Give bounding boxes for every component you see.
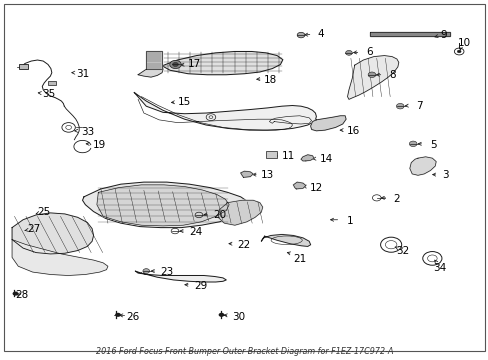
Circle shape xyxy=(367,72,375,77)
Polygon shape xyxy=(369,32,448,36)
Text: 11: 11 xyxy=(282,151,295,161)
Polygon shape xyxy=(12,213,93,254)
Polygon shape xyxy=(218,200,262,225)
Text: 23: 23 xyxy=(160,267,173,277)
Text: 27: 27 xyxy=(27,224,40,234)
Circle shape xyxy=(297,32,304,38)
Text: 29: 29 xyxy=(193,281,206,291)
Polygon shape xyxy=(12,240,108,275)
Text: 26: 26 xyxy=(126,311,140,321)
Text: 7: 7 xyxy=(415,101,422,111)
Text: 19: 19 xyxy=(93,140,106,149)
Circle shape xyxy=(408,141,416,147)
Text: 9: 9 xyxy=(440,30,446,40)
Text: 24: 24 xyxy=(188,227,202,237)
Circle shape xyxy=(115,313,121,317)
Text: 22: 22 xyxy=(236,240,250,250)
Text: 14: 14 xyxy=(320,154,333,164)
Circle shape xyxy=(142,269,149,274)
Text: 31: 31 xyxy=(76,69,89,79)
Polygon shape xyxy=(301,155,313,161)
Polygon shape xyxy=(138,64,163,77)
Polygon shape xyxy=(240,171,253,177)
Polygon shape xyxy=(261,234,310,247)
Polygon shape xyxy=(97,185,229,226)
Text: 21: 21 xyxy=(292,255,305,264)
Text: 20: 20 xyxy=(213,210,225,220)
Polygon shape xyxy=(134,93,316,130)
Text: 12: 12 xyxy=(309,183,323,193)
Text: 30: 30 xyxy=(232,311,245,321)
Text: 8: 8 xyxy=(389,71,396,80)
Text: 13: 13 xyxy=(260,170,274,180)
Circle shape xyxy=(13,292,18,296)
Circle shape xyxy=(345,50,351,55)
Circle shape xyxy=(218,313,224,317)
Polygon shape xyxy=(146,51,162,69)
Text: 33: 33 xyxy=(81,127,94,137)
Polygon shape xyxy=(162,51,282,75)
Polygon shape xyxy=(310,116,346,131)
Polygon shape xyxy=(409,157,435,175)
Text: 2: 2 xyxy=(393,194,399,203)
FancyBboxPatch shape xyxy=(265,150,276,158)
Polygon shape xyxy=(347,55,398,99)
Text: 5: 5 xyxy=(429,140,436,149)
Text: 32: 32 xyxy=(395,246,408,256)
Text: 18: 18 xyxy=(264,75,277,85)
Text: 28: 28 xyxy=(15,290,28,300)
Text: 10: 10 xyxy=(456,38,469,48)
Text: 3: 3 xyxy=(442,170,448,180)
Text: 15: 15 xyxy=(178,97,191,107)
Text: 17: 17 xyxy=(187,59,201,69)
Text: 25: 25 xyxy=(38,207,51,216)
Text: 1: 1 xyxy=(346,216,352,226)
Text: 6: 6 xyxy=(366,47,373,57)
Polygon shape xyxy=(135,271,226,282)
Text: 16: 16 xyxy=(346,126,360,136)
Circle shape xyxy=(169,60,181,69)
FancyBboxPatch shape xyxy=(19,64,28,69)
Polygon shape xyxy=(293,182,305,189)
Circle shape xyxy=(456,50,460,53)
Text: 2016 Ford Focus Front Bumper Outer Bracket Diagram for F1EZ-17C972-A: 2016 Ford Focus Front Bumper Outer Brack… xyxy=(96,347,392,356)
Text: 35: 35 xyxy=(42,89,56,99)
Circle shape xyxy=(172,62,178,67)
Text: 4: 4 xyxy=(317,30,324,39)
FancyBboxPatch shape xyxy=(48,81,56,85)
Text: 34: 34 xyxy=(432,263,446,273)
Circle shape xyxy=(396,103,403,109)
Polygon shape xyxy=(82,182,249,228)
